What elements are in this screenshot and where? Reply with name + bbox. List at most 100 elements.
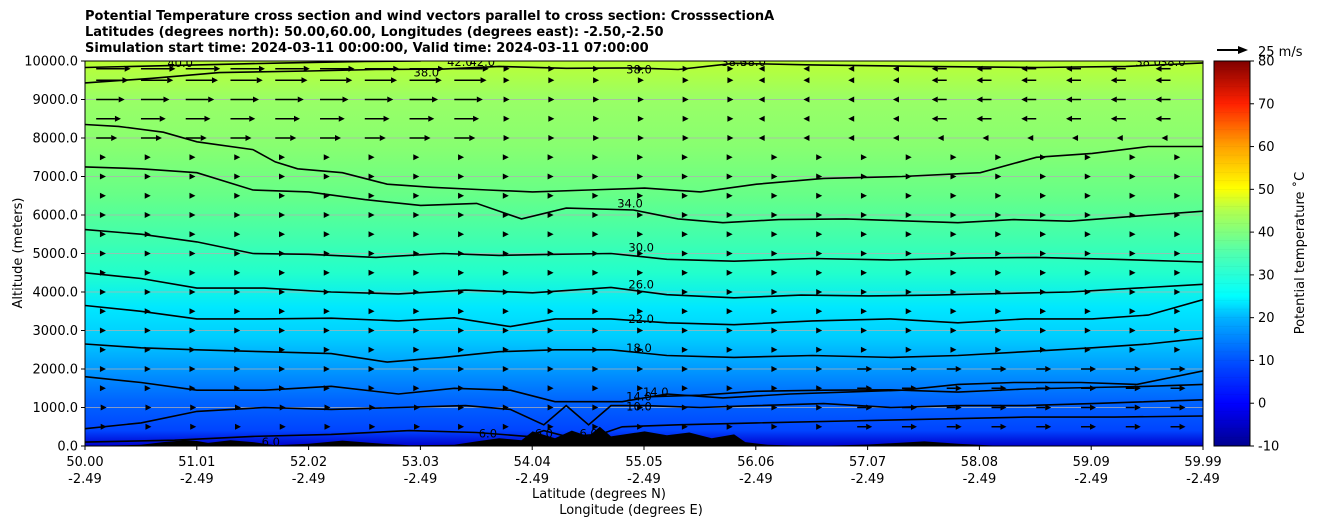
contour-label: 38.0: [626, 62, 652, 76]
wind-vector: [413, 154, 420, 161]
wind-vector: [726, 385, 733, 392]
wind-vector: [252, 96, 259, 103]
wind-vector: [99, 366, 106, 372]
wind-vector: [592, 385, 599, 392]
wind-vector: [637, 135, 644, 141]
wind-vector: [458, 404, 465, 411]
wind-vector: [387, 96, 394, 103]
wind-vector: [816, 192, 823, 199]
wind-vector: [758, 115, 765, 122]
wind-vector: [892, 96, 899, 103]
wind-vector: [413, 327, 420, 334]
wind-vector: [848, 115, 855, 122]
wind-vector: [144, 366, 151, 372]
contour-line-34: [85, 166, 1203, 224]
wind-vector: [726, 173, 733, 180]
wind-vector: [413, 173, 420, 180]
wind-vector: [637, 212, 644, 218]
y-tick-label: 2000.0: [33, 363, 79, 378]
wind-vector: [438, 65, 445, 72]
wind-vector: [1066, 65, 1073, 72]
wind-vector: [482, 65, 489, 72]
wind-vector: [111, 135, 118, 141]
wind-vector: [726, 192, 733, 199]
wind-vector: [1000, 385, 1007, 392]
wind-vector: [458, 192, 465, 199]
wind-vector: [637, 385, 644, 392]
wind-vector: [458, 173, 465, 180]
wind-vector: [323, 231, 330, 238]
wind-vector: [995, 231, 1002, 238]
wind-vector: [637, 65, 644, 72]
wind-vector: [995, 289, 1002, 295]
colorbar-tick-label: 20: [1258, 311, 1275, 326]
wind-vector: [476, 96, 483, 103]
wind-vector: [910, 385, 917, 392]
wind-vector: [892, 77, 899, 84]
wind-vector: [910, 423, 917, 430]
wind-vector: [414, 423, 421, 430]
wind-vector: [144, 385, 151, 392]
wind-vector: [99, 308, 106, 315]
wind-vector: [1040, 269, 1047, 276]
wind-vector: [502, 366, 509, 372]
wind-vector: [368, 327, 375, 334]
wind-vector: [1040, 212, 1047, 218]
wind-vector: [413, 366, 420, 372]
wind-vector: [458, 289, 465, 295]
wind-vector: [1084, 346, 1091, 353]
wind-vector: [234, 269, 241, 276]
contour-label: 18.0: [626, 341, 652, 355]
wind-vector: [458, 212, 465, 218]
wind-vector: [413, 269, 420, 276]
wind-vector: [1174, 154, 1181, 161]
wind-vector: [547, 231, 554, 238]
wind-vector: [145, 423, 152, 430]
contour-label: 26.0: [628, 277, 654, 291]
wind-vector: [726, 423, 733, 430]
wind-vector: [458, 308, 465, 315]
wind-vector: [458, 231, 465, 238]
wind-vector: [931, 77, 938, 84]
wind-vector: [771, 385, 778, 392]
wind-vector: [803, 65, 810, 72]
wind-vector: [234, 154, 241, 161]
wind-vector: [995, 154, 1002, 161]
contour-label: 6.0: [579, 426, 597, 440]
wind-vector: [848, 77, 855, 84]
wind-vector: [369, 423, 376, 430]
wind-vector: [1084, 212, 1091, 218]
wind-vector: [547, 308, 554, 315]
wind-vector: [144, 154, 151, 161]
wind-vector: [368, 366, 375, 372]
wind-vector: [369, 404, 376, 411]
contour-label: 6.0: [262, 435, 280, 449]
wind-vector: [637, 269, 644, 276]
wind-vector: [279, 346, 286, 353]
wind-vector: [144, 269, 151, 276]
wind-vector: [727, 115, 734, 122]
wind-vector: [502, 269, 509, 276]
wind-vector: [413, 192, 420, 199]
wind-vector: [995, 250, 1002, 257]
wind-vector: [458, 154, 465, 161]
wind-vector: [189, 192, 196, 199]
wind-vector: [114, 115, 121, 122]
wind-vector: [1179, 385, 1186, 392]
wind-vector: [155, 135, 162, 141]
wind-vector: [413, 250, 420, 257]
wind-vector: [727, 65, 734, 72]
wind-vector: [458, 423, 465, 430]
wind-vector: [368, 173, 375, 180]
wind-vector: [163, 96, 170, 103]
y-tick-label: 5000.0: [33, 247, 79, 262]
wind-vector: [189, 385, 196, 392]
chart-title-line-2: Latitudes (degrees north): 50.00,60.00, …: [85, 25, 664, 40]
contour-label: 38.0: [414, 66, 440, 80]
wind-vector: [1021, 96, 1028, 103]
wind-vector: [1000, 404, 1007, 411]
wind-vector: [1040, 346, 1047, 353]
wind-vector: [637, 308, 644, 315]
wind-vector: [100, 404, 107, 411]
